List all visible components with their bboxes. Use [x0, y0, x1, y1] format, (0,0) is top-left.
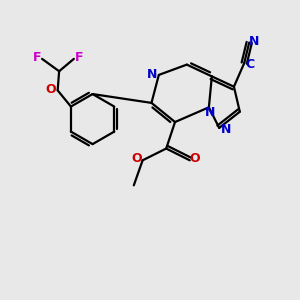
- Text: F: F: [32, 51, 41, 64]
- Text: N: N: [249, 34, 260, 48]
- Text: O: O: [131, 152, 142, 165]
- Text: F: F: [75, 51, 83, 64]
- Text: O: O: [190, 152, 200, 165]
- Text: N: N: [147, 68, 158, 81]
- Text: N: N: [220, 123, 231, 136]
- Text: N: N: [205, 106, 215, 119]
- Text: C: C: [245, 58, 254, 71]
- Text: O: O: [46, 83, 56, 96]
